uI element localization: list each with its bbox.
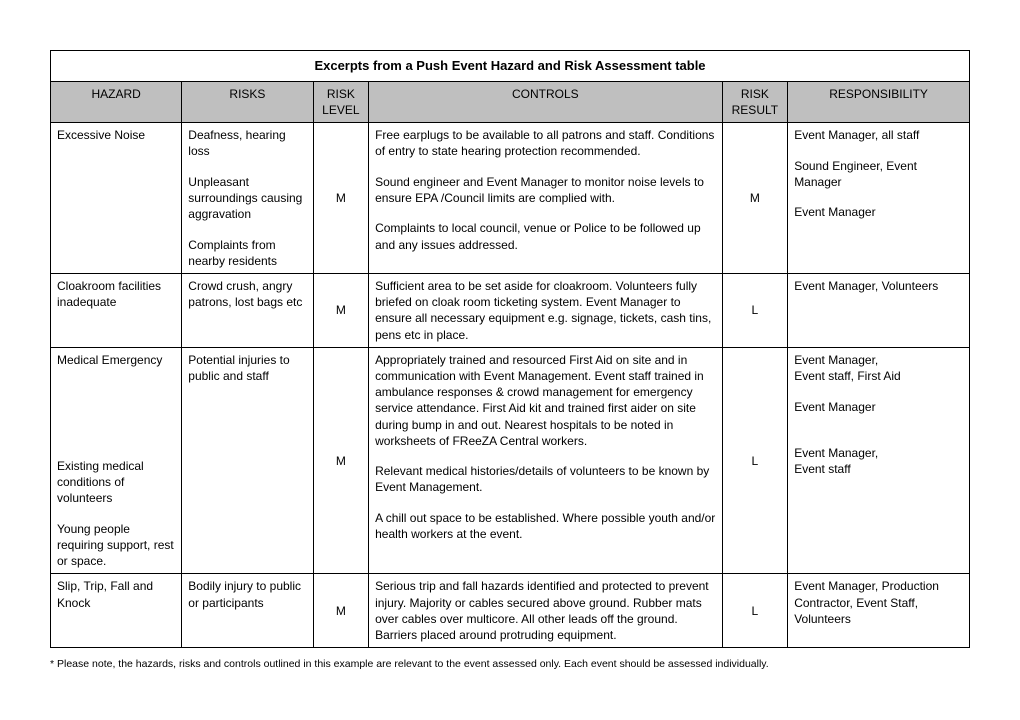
- table-title: Excerpts from a Push Event Hazard and Ri…: [51, 51, 970, 82]
- cell-controls: Serious trip and fall hazards identified…: [369, 574, 722, 648]
- table-title-row: Excerpts from a Push Event Hazard and Ri…: [51, 51, 970, 82]
- table-row: Excessive Noise Deafness, hearing loss U…: [51, 122, 970, 273]
- cell-text: Event Manager, all staff: [794, 127, 963, 143]
- header-risk-level: RISK LEVEL: [313, 81, 369, 122]
- risk-assessment-table: Excerpts from a Push Event Hazard and Ri…: [50, 50, 970, 648]
- cell-controls: Appropriately trained and resourced Firs…: [369, 347, 722, 574]
- table-row: Medical Emergency Existing medical condi…: [51, 347, 970, 574]
- cell-hazard: Medical Emergency Existing medical condi…: [51, 347, 182, 574]
- cell-risk-result: L: [722, 574, 788, 648]
- header-risk-result: RISK RESULT: [722, 81, 788, 122]
- cell-risk-level: M: [313, 347, 369, 574]
- cell-responsibility: Event Manager, Event staff, First Aid Ev…: [788, 347, 970, 574]
- cell-text: Event Manager: [794, 204, 963, 220]
- table-row: Slip, Trip, Fall and Knock Bodily injury…: [51, 574, 970, 648]
- cell-text: Event Manager,: [794, 352, 963, 368]
- cell-risks: Deafness, hearing loss Unpleasant surrou…: [182, 122, 313, 273]
- cell-text: Young people requiring support, rest or …: [57, 521, 175, 570]
- header-responsibility: RESPONSIBILITY: [788, 81, 970, 122]
- cell-text: A chill out space to be established. Whe…: [375, 510, 715, 542]
- table-row: Cloakroom facilities inadequate Crowd cr…: [51, 274, 970, 348]
- header-risks: RISKS: [182, 81, 313, 122]
- cell-text: Event staff, First Aid: [794, 368, 963, 384]
- cell-hazard: Slip, Trip, Fall and Knock: [51, 574, 182, 648]
- cell-text: Event Manager: [794, 399, 963, 415]
- cell-text: Existing medical conditions of volunteer…: [57, 458, 175, 507]
- cell-text: Event Manager,: [794, 445, 963, 461]
- cell-risk-level: M: [313, 574, 369, 648]
- cell-responsibility: Event Manager, Volunteers: [788, 274, 970, 348]
- cell-text: Relevant medical histories/details of vo…: [375, 463, 715, 495]
- cell-controls: Free earplugs to be available to all pat…: [369, 122, 722, 273]
- cell-controls: Sufficient area to be set aside for cloa…: [369, 274, 722, 348]
- cell-text: Appropriately trained and resourced Firs…: [375, 352, 715, 449]
- cell-risk-result: L: [722, 274, 788, 348]
- cell-risk-result: M: [722, 122, 788, 273]
- cell-responsibility: Event Manager, Production Contractor, Ev…: [788, 574, 970, 648]
- cell-text: Sound engineer and Event Manager to moni…: [375, 174, 715, 206]
- cell-text: Sound Engineer, Event Manager: [794, 158, 963, 190]
- cell-text: Deafness, hearing loss: [188, 127, 306, 159]
- cell-text: Complaints to local council, venue or Po…: [375, 220, 715, 252]
- footnote: * Please note, the hazards, risks and co…: [50, 658, 970, 670]
- cell-text: Medical Emergency: [57, 352, 175, 368]
- cell-text: Event staff: [794, 461, 963, 477]
- cell-risk-level: M: [313, 274, 369, 348]
- cell-hazard: Cloakroom facilities inadequate: [51, 274, 182, 348]
- cell-risk-result: L: [722, 347, 788, 574]
- cell-responsibility: Event Manager, all staff Sound Engineer,…: [788, 122, 970, 273]
- cell-text: Unpleasant surroundings causing aggravat…: [188, 174, 306, 223]
- cell-text: Free earplugs to be available to all pat…: [375, 127, 715, 159]
- cell-text: Complaints from nearby residents: [188, 237, 306, 269]
- cell-risk-level: M: [313, 122, 369, 273]
- cell-risks: Potential injuries to public and staff: [182, 347, 313, 574]
- cell-risks: Crowd crush, angry patrons, lost bags et…: [182, 274, 313, 348]
- header-controls: CONTROLS: [369, 81, 722, 122]
- cell-hazard: Excessive Noise: [51, 122, 182, 273]
- table-header-row: HAZARD RISKS RISK LEVEL CONTROLS RISK RE…: [51, 81, 970, 122]
- cell-risks: Bodily injury to public or participants: [182, 574, 313, 648]
- header-hazard: HAZARD: [51, 81, 182, 122]
